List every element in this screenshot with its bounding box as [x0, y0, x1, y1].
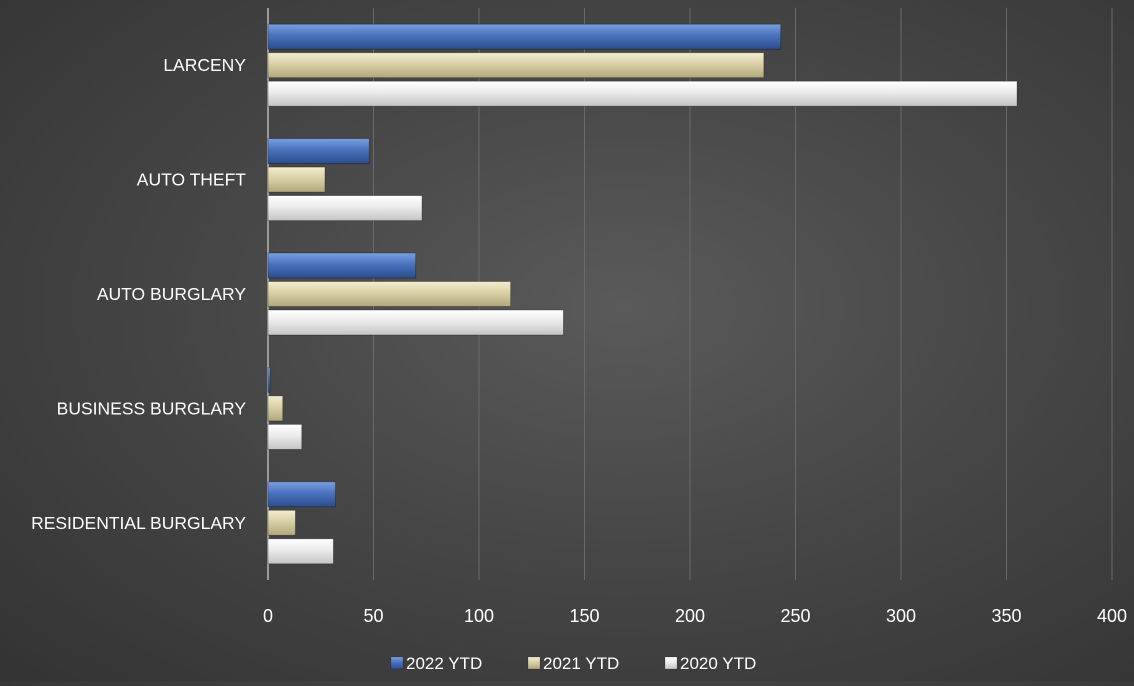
- x-tick-label: 300: [886, 606, 916, 626]
- legend-label: 2021 YTD: [543, 654, 619, 673]
- bar-business-burglary-2021-ytd: [267, 395, 284, 422]
- category-label: AUTO BURGLARY: [97, 284, 246, 304]
- bars: [267, 23, 1018, 565]
- x-tick-label: 100: [464, 606, 494, 626]
- legend-swatch-2021-ytd: [527, 656, 541, 670]
- bar-auto-burglary-2020-ytd: [267, 309, 564, 336]
- legend-swatch-2022-ytd: [390, 656, 404, 670]
- bar-larceny-2022-ytd: [267, 23, 782, 50]
- bar-business-burglary-2020-ytd: [267, 423, 303, 450]
- x-tick-label: 50: [363, 606, 383, 626]
- bar-larceny-2021-ytd: [267, 52, 765, 79]
- bar-residential-burglary-2021-ytd: [267, 509, 296, 536]
- bar-business-burglary-2022-ytd: [267, 366, 271, 393]
- legend-label: 2022 YTD: [406, 654, 482, 673]
- category-label: BUSINESS BURGLARY: [57, 398, 247, 418]
- legend: 2022 YTD 2021 YTD 2020 YTD: [390, 654, 756, 673]
- bar-larceny-2020-ytd: [267, 80, 1018, 107]
- x-tick-label: 200: [675, 606, 705, 626]
- x-tick-label: 150: [569, 606, 599, 626]
- bar-residential-burglary-2020-ytd: [267, 538, 334, 565]
- bar-residential-burglary-2022-ytd: [267, 481, 336, 508]
- bar-auto-theft-2020-ytd: [267, 195, 423, 222]
- x-tick-label: 350: [991, 606, 1021, 626]
- legend-swatch-2020-ytd: [664, 656, 678, 670]
- bar-auto-theft-2021-ytd: [267, 166, 326, 193]
- x-tick-label: 0: [263, 606, 273, 626]
- bar-auto-burglary-2021-ytd: [267, 281, 512, 307]
- bar-auto-theft-2022-ytd: [267, 138, 370, 165]
- category-label: AUTO THEFT: [137, 170, 247, 190]
- category-label: LARCENY: [163, 55, 246, 75]
- bar-auto-burglary-2022-ytd: [267, 252, 417, 279]
- x-tick-label: 400: [1097, 606, 1127, 626]
- x-tick-label: 250: [780, 606, 810, 626]
- legend-label: 2020 YTD: [680, 654, 756, 673]
- category-label: RESIDENTIAL BURGLARY: [31, 513, 246, 533]
